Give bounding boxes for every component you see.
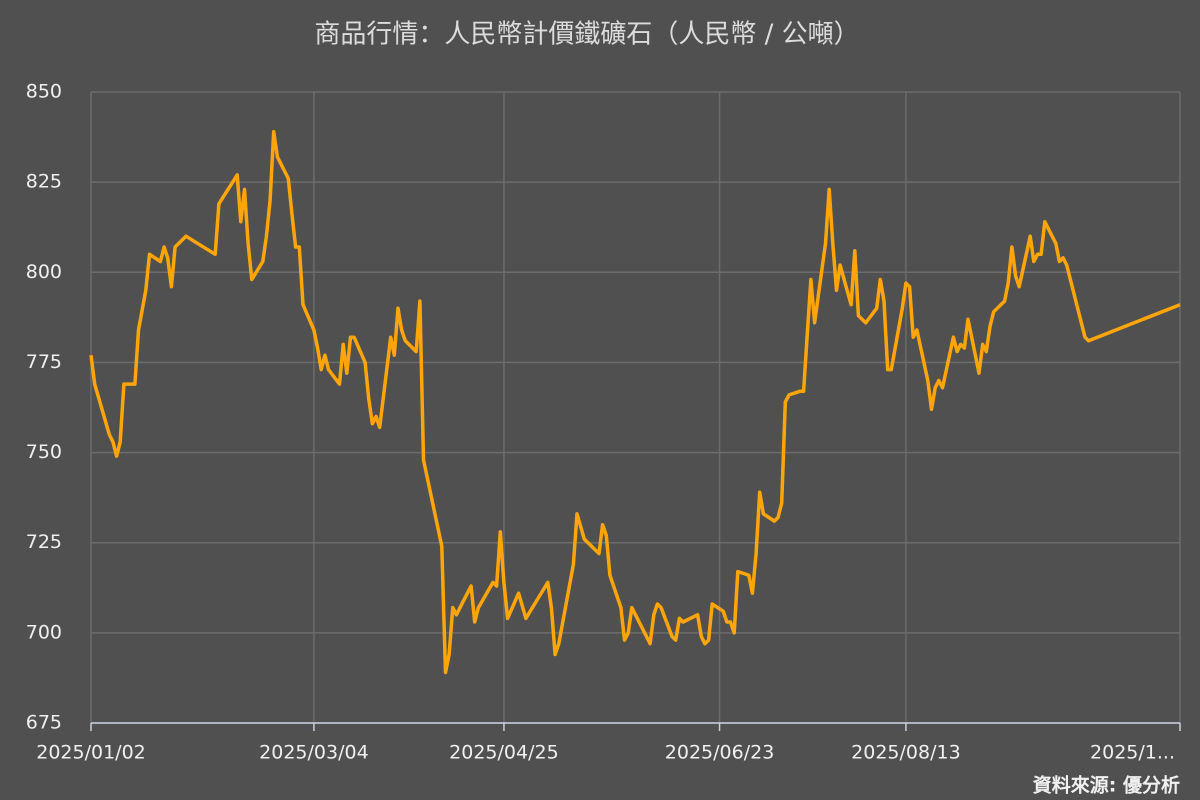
y-tick-label: 825 (26, 171, 62, 193)
y-tick-label: 750 (26, 441, 62, 463)
y-tick-label: 800 (26, 261, 62, 283)
x-tick-label: 2025/08/13 (851, 742, 961, 764)
line (89, 129, 1181, 675)
x-tick-label: 2025/01/02 (36, 742, 146, 764)
y-tick-label: 775 (26, 351, 62, 373)
chart-title: 商品行情：人民幣計價鐵礦石（人民幣 / 公噸） (314, 20, 859, 50)
source: 資料來源: 優分析 (1033, 774, 1180, 797)
y-tick-label: 725 (26, 531, 62, 553)
y-tick-label: 850 (26, 81, 62, 103)
x-tick-label: 2025/1... (1090, 742, 1175, 764)
x-tick-label: 2025/06/23 (665, 742, 775, 764)
x-tick-label: 2025/03/04 (259, 742, 369, 764)
x-tick-label: 2025/04/25 (449, 742, 559, 764)
y-tick-label: 675 (26, 712, 62, 734)
y-tick-label: 700 (26, 621, 62, 643)
